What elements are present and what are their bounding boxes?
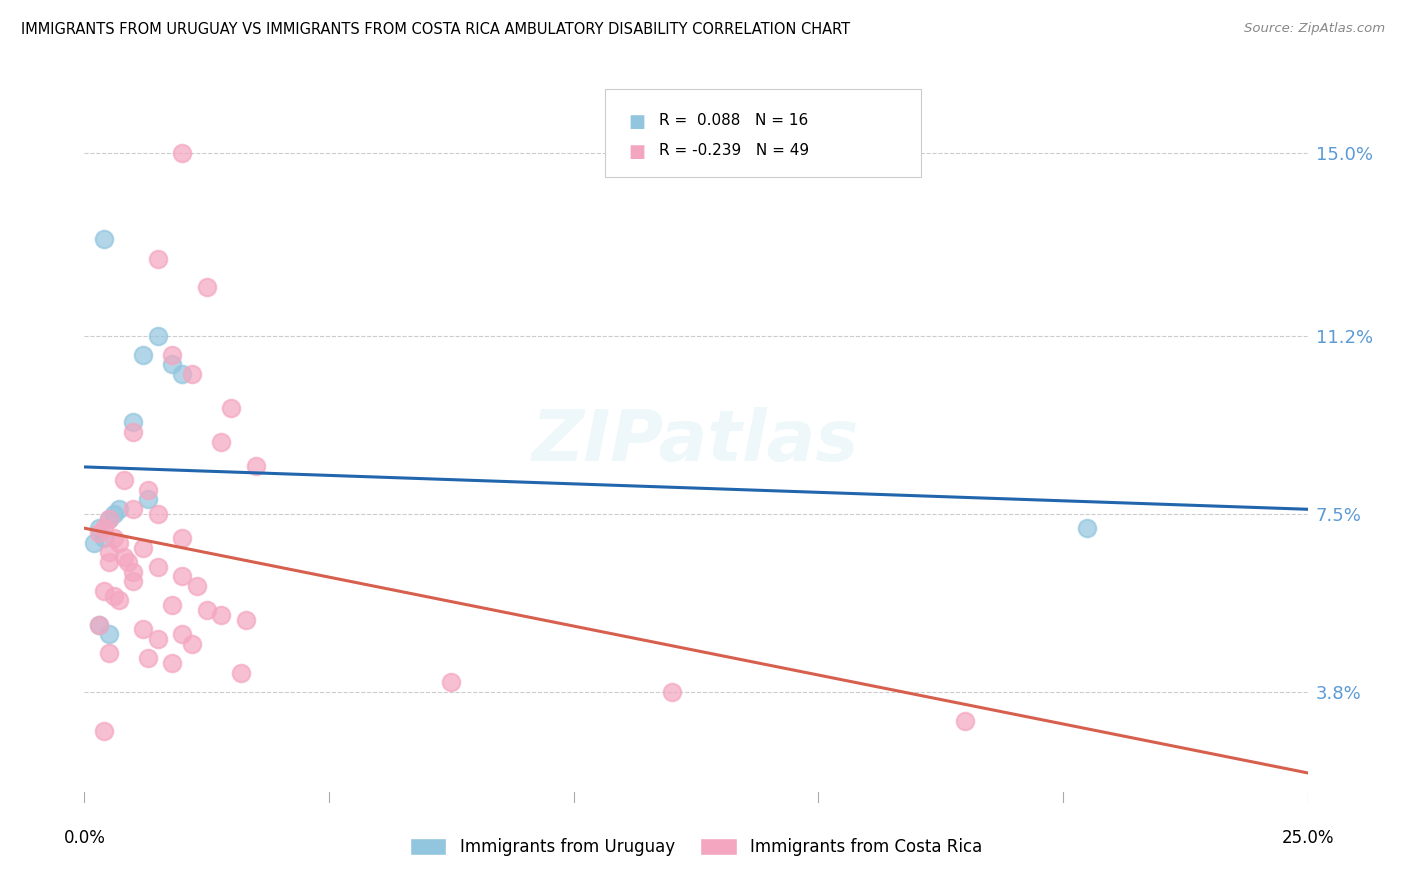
Point [103,589,125,603]
Point [146,507,169,521]
Point [93,583,115,598]
Point [93,521,115,535]
Point [146,328,169,343]
Legend: Immigrants from Uruguay, Immigrants from Costa Rica: Immigrants from Uruguay, Immigrants from… [404,831,988,863]
Point [103,507,125,521]
Point [132,348,155,362]
Text: Source: ZipAtlas.com: Source: ZipAtlas.com [1244,22,1385,36]
Point [162,348,184,362]
Point [181,637,204,651]
Point [146,559,169,574]
Point [122,574,145,589]
Point [172,569,194,583]
Point [122,502,145,516]
Point [953,714,976,728]
Point [87,521,110,535]
Text: R =  0.088   N = 16: R = 0.088 N = 16 [659,113,808,128]
Point [122,415,145,429]
Point [122,425,145,439]
Point [172,627,194,641]
Point [93,531,115,545]
Text: ■: ■ [628,143,645,161]
Point [93,723,115,738]
Point [195,280,218,294]
Point [107,535,129,549]
Point [97,555,120,569]
Text: R = -0.239   N = 49: R = -0.239 N = 49 [659,143,810,158]
Point [1076,521,1098,535]
Point [209,434,232,449]
Point [97,627,120,641]
Point [172,367,194,381]
Point [122,565,145,579]
Text: ZIPatlas: ZIPatlas [533,407,859,476]
Point [209,607,232,622]
Point [132,623,155,637]
Point [136,492,159,507]
Point [87,617,110,632]
Point [132,541,155,555]
Point [97,647,120,661]
Point [136,483,159,497]
Point [440,675,463,690]
Point [181,367,204,381]
Point [172,145,194,160]
Point [162,599,184,613]
Point [97,511,120,525]
Point [186,579,208,593]
Point [229,665,252,680]
Point [87,526,110,541]
Point [146,252,169,266]
Point [136,651,159,665]
Point [146,632,169,646]
Text: 25.0%: 25.0% [1281,830,1334,847]
Point [112,550,135,565]
Point [87,617,110,632]
Point [219,401,242,415]
Point [97,545,120,559]
Text: IMMIGRANTS FROM URUGUAY VS IMMIGRANTS FROM COSTA RICA AMBULATORY DISABILITY CORR: IMMIGRANTS FROM URUGUAY VS IMMIGRANTS FR… [21,22,851,37]
Point [245,458,267,473]
Point [162,656,184,670]
Point [117,555,139,569]
Point [235,613,257,627]
Point [172,531,194,545]
Point [162,358,184,372]
Point [83,535,105,549]
Point [107,593,129,607]
Text: 0.0%: 0.0% [63,830,105,847]
Point [97,511,120,525]
Point [103,531,125,545]
Text: ■: ■ [628,113,645,131]
Point [93,232,115,246]
Point [661,685,683,699]
Point [195,603,218,617]
Point [107,502,129,516]
Point [112,473,135,487]
